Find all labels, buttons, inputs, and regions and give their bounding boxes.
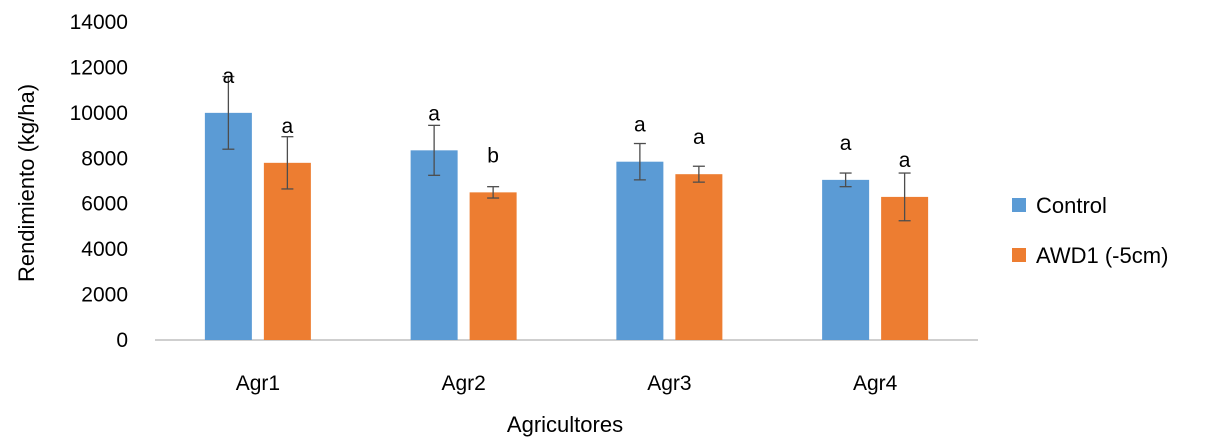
significance-label: a (634, 114, 646, 137)
bar (822, 179, 870, 340)
significance-label: a (840, 132, 852, 155)
significance-label: a (428, 102, 440, 125)
y-tick-label: 12000 (70, 56, 128, 79)
significance-label: a (693, 126, 705, 149)
bar (204, 112, 252, 340)
y-tick-label: 2000 (81, 284, 128, 307)
legend-label: AWD1 (-5cm) (1036, 243, 1168, 268)
y-tick-label: 4000 (81, 238, 128, 261)
x-tick-label: Agr2 (441, 372, 485, 395)
y-axis-title: Rendimiento (kg/ha) (14, 84, 39, 282)
bar (469, 192, 517, 340)
bars-group: a a a b a a a a (204, 65, 929, 340)
x-axis-title: Agricultores (507, 412, 623, 437)
legend-swatch (1012, 198, 1026, 212)
bar (616, 161, 664, 340)
y-tick-label: 10000 (70, 102, 128, 125)
legend-label: Control (1036, 193, 1107, 218)
significance-label: b (487, 144, 499, 167)
x-tick-label: Agr4 (853, 372, 898, 395)
x-tick-label: Agr3 (647, 372, 691, 395)
bar (410, 150, 458, 340)
x-tick-label: Agr1 (236, 372, 280, 395)
y-tick-label: 14000 (70, 11, 128, 34)
significance-label: a (282, 115, 294, 138)
y-tick-label: 0 (116, 329, 128, 352)
y-tick-label: 6000 (81, 193, 128, 216)
y-tick-label: 8000 (81, 147, 128, 170)
significance-label: a (899, 149, 911, 172)
legend-swatch (1012, 248, 1026, 262)
significance-label: a (223, 65, 235, 88)
bar (675, 174, 723, 340)
bar (263, 162, 311, 340)
legend: Control AWD1 (-5cm) (1012, 193, 1168, 268)
x-axis-ticks: Agr1 Agr2 Agr3 Agr4 (236, 372, 898, 395)
y-axis-ticks: 0 2000 4000 6000 8000 10000 12000 14000 (70, 11, 128, 352)
